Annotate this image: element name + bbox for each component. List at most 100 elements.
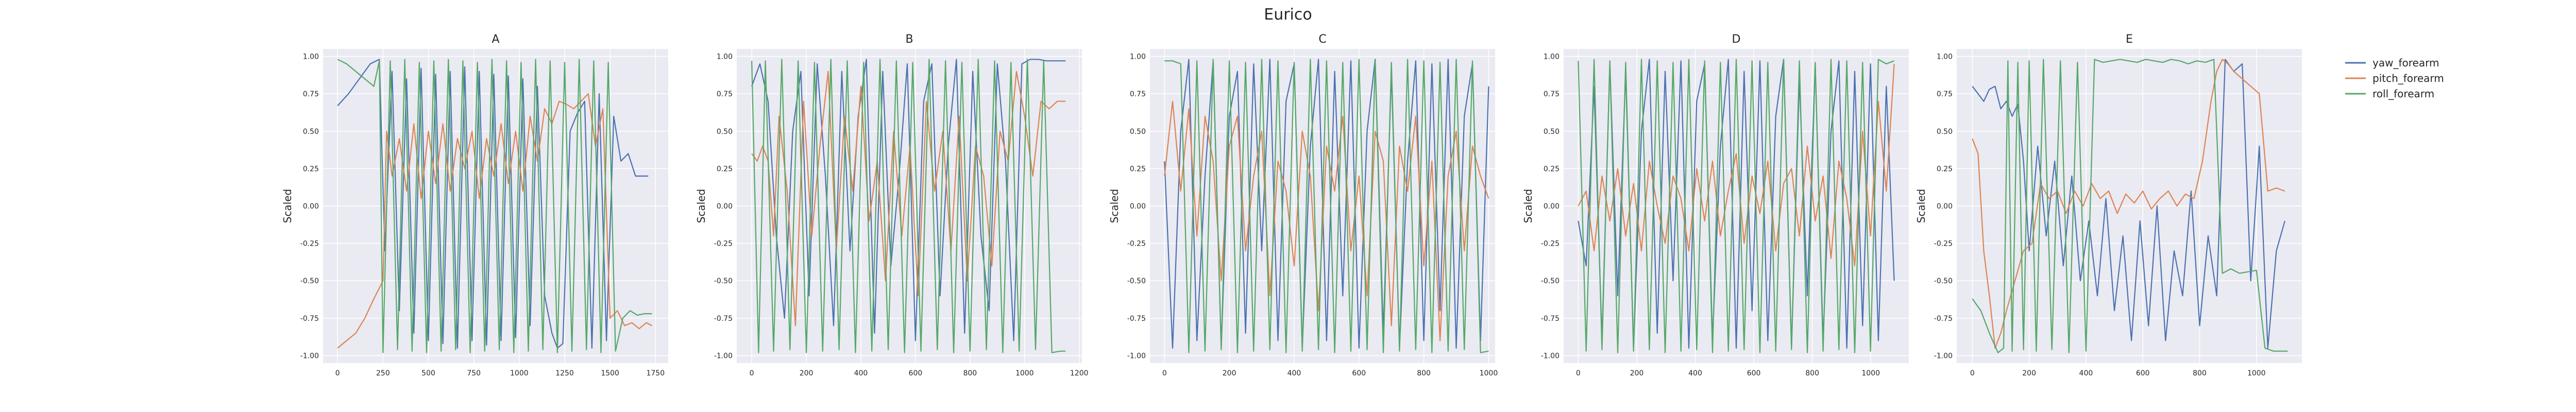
y-axis-label: Scaled: [281, 189, 294, 224]
y-tick-label: 1.00: [717, 53, 733, 61]
x-tick-label: 600: [1352, 369, 1366, 377]
x-tick-label: 400: [1287, 369, 1301, 377]
panel-c: 0 200 400 600 800 1000 -1.00 -0.75 -0.50 -0.25 0.0…: [1108, 33, 1498, 377]
panel-title: B: [905, 33, 913, 46]
x-tick-label: 250: [376, 369, 390, 377]
y-tick-label: 0.25: [303, 165, 319, 173]
series-line-yaw-forearm: [337, 59, 649, 349]
x-tick-label: 800: [1417, 369, 1431, 377]
y-tick-label: 0.50: [1937, 128, 1953, 136]
y-tick-label: -0.75: [1127, 315, 1146, 323]
y-tick-label: -0.50: [1127, 277, 1146, 285]
y-tick-label: -1.00: [1127, 352, 1146, 360]
y-tick-label: 0.75: [1937, 90, 1953, 98]
y-tick-label: 0.50: [1130, 128, 1146, 136]
series-line-roll-forearm: [1972, 59, 2288, 353]
series-line-pitch-forearm: [1972, 59, 2285, 349]
y-tick-label: 0.75: [1544, 90, 1560, 98]
series-line-roll-forearm: [1578, 59, 1894, 353]
series-line-roll-forearm: [1164, 59, 1489, 353]
x-tick-label: 0: [335, 369, 340, 377]
x-tick-label: 0: [750, 369, 754, 377]
x-tick-label: 1250: [555, 369, 574, 377]
y-tick-label: -0.25: [714, 240, 733, 248]
y-tick-label: 1.00: [303, 53, 319, 61]
y-tick-label: 0.00: [1130, 202, 1146, 211]
y-tick-label: -0.75: [714, 315, 733, 323]
y-tick-label: 1.00: [1544, 53, 1560, 61]
y-tick-label: -0.50: [300, 277, 319, 285]
x-tick-label: 600: [1747, 369, 1761, 377]
y-tick-label: -1.00: [1934, 352, 1953, 360]
x-tick-label: 0: [1970, 369, 1975, 377]
figure-title: Eurico: [1264, 6, 1312, 24]
y-tick-label: 0.50: [1544, 128, 1560, 136]
y-tick-label: 0.75: [717, 90, 733, 98]
y-tick-label: 0.75: [303, 90, 319, 98]
panel-title: A: [492, 33, 499, 46]
y-tick-label: 0.25: [717, 165, 733, 173]
x-tick-label: 1000: [1861, 369, 1880, 377]
series-line-roll-forearm: [337, 59, 652, 353]
y-tick-label: -0.25: [1127, 240, 1146, 248]
y-tick-label: 1.00: [1937, 53, 1953, 61]
y-axis-label: Scaled: [1108, 189, 1121, 224]
y-tick-label: 0.00: [303, 202, 319, 211]
y-tick-label: -0.50: [1934, 277, 1953, 285]
series-line-yaw-forearm: [751, 59, 1066, 341]
x-tick-label: 600: [2136, 369, 2150, 377]
x-tick-label: 800: [2193, 369, 2207, 377]
y-tick-label: -1.00: [300, 352, 319, 360]
panel-title: D: [1732, 33, 1741, 46]
y-tick-label: 0.25: [1937, 165, 1953, 173]
x-tick-label: 200: [2022, 369, 2036, 377]
x-tick-label: 0: [1576, 369, 1581, 377]
x-tick-label: 600: [909, 369, 923, 377]
y-tick-label: 0.00: [1937, 202, 1953, 211]
x-tick-label: 800: [1805, 369, 1819, 377]
legend-label-pitch-forearm: pitch_forearm: [2372, 72, 2444, 84]
y-tick-label: 0.50: [303, 128, 319, 136]
x-tick-label: 1750: [646, 369, 665, 377]
x-tick-label: 1500: [601, 369, 619, 377]
legend-label-yaw-forearm: yaw_forearm: [2372, 57, 2439, 69]
y-tick-label: -0.75: [1934, 315, 1953, 323]
y-tick-label: -0.50: [1541, 277, 1560, 285]
legend: yaw_forearm pitch_forearm roll_forearm: [2345, 57, 2444, 100]
series-line-pitch-forearm: [1578, 63, 1895, 267]
panel-a: 0 250 500 750 1000 1250 1500 1750 -1.00 -0.75 -0.5…: [281, 33, 668, 377]
x-tick-label: 400: [854, 369, 868, 377]
panel-title: C: [1318, 33, 1326, 46]
x-tick-label: 200: [800, 369, 814, 377]
y-tick-label: -0.50: [714, 277, 733, 285]
y-tick-label: 0.75: [1130, 90, 1146, 98]
y-axis-label: Scaled: [695, 189, 707, 224]
x-tick-label: 1000: [1480, 369, 1498, 377]
x-tick-label: 800: [963, 369, 977, 377]
panel-e: 0 200 400 600 800 1000 -1.00 -0.75 -0.50 -0.25 0.0…: [1915, 33, 2302, 377]
y-tick-label: -0.25: [1541, 240, 1560, 248]
y-tick-label: -0.75: [1541, 315, 1560, 323]
x-tick-label: 1200: [1070, 369, 1089, 377]
x-tick-label: 1000: [2247, 369, 2266, 377]
y-tick-label: 0.25: [1544, 165, 1560, 173]
y-tick-label: 0.50: [717, 128, 733, 136]
panel-title: E: [2126, 33, 2133, 46]
panel-d: 0 200 400 600 800 1000 -1.00 -0.75 -0.50 -0.25 0.0…: [1522, 33, 1909, 377]
x-tick-label: 400: [2079, 369, 2093, 377]
y-tick-label: 0.00: [717, 202, 733, 211]
y-axis-label: Scaled: [1915, 189, 1927, 224]
series-line-roll-forearm: [751, 59, 1066, 353]
y-tick-label: -0.25: [1934, 240, 1953, 248]
x-tick-label: 0: [1162, 369, 1167, 377]
x-tick-label: 500: [421, 369, 435, 377]
legend-label-roll-forearm: roll_forearm: [2372, 88, 2434, 100]
y-tick-label: 1.00: [1130, 53, 1146, 61]
y-tick-label: -1.00: [714, 352, 733, 360]
y-tick-label: -0.75: [300, 315, 319, 323]
x-tick-label: 750: [467, 369, 481, 377]
x-tick-label: 400: [1688, 369, 1702, 377]
x-tick-label: 200: [1223, 369, 1236, 377]
x-tick-label: 1000: [1015, 369, 1034, 377]
